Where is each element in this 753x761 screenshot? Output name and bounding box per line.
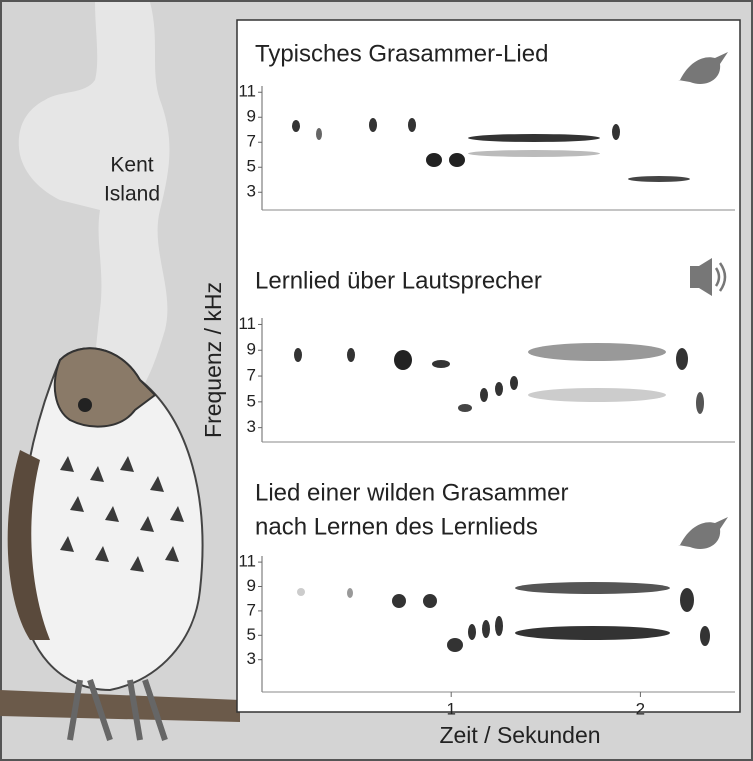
spectrogram-panel bbox=[237, 20, 740, 712]
syllable bbox=[297, 588, 305, 596]
syllable bbox=[696, 392, 704, 414]
syllable bbox=[628, 176, 690, 182]
syllable bbox=[515, 626, 670, 640]
syllable bbox=[495, 616, 503, 636]
map-label: Island bbox=[104, 183, 160, 206]
syllable bbox=[676, 348, 688, 370]
y-tick-label: 9 bbox=[247, 107, 256, 126]
syllable bbox=[468, 150, 600, 157]
x-tick-label: 2 bbox=[636, 699, 645, 718]
y-axis-label: Frequenz / kHz bbox=[200, 282, 226, 438]
syllable bbox=[394, 350, 412, 370]
y-tick-label: 7 bbox=[247, 366, 256, 385]
panel-title: nach Lernen des Lernlieds bbox=[255, 513, 538, 540]
syllable bbox=[292, 120, 300, 132]
syllable bbox=[458, 404, 472, 412]
syllable bbox=[528, 388, 666, 402]
panel-title: Lernlied über Lautsprecher bbox=[255, 267, 542, 294]
syllable bbox=[426, 153, 442, 167]
x-axis-label: Zeit / Sekunden bbox=[439, 722, 600, 748]
syllable bbox=[408, 118, 416, 132]
y-tick-label: 3 bbox=[247, 182, 256, 201]
syllable bbox=[612, 124, 620, 140]
y-tick-label: 11 bbox=[238, 82, 256, 101]
map-label: Kent bbox=[110, 154, 153, 177]
y-tick-label: 7 bbox=[247, 132, 256, 151]
syllable bbox=[510, 376, 518, 390]
y-tick-label: 5 bbox=[247, 625, 256, 644]
x-tick-label: 1 bbox=[446, 699, 455, 718]
y-tick-label: 3 bbox=[247, 417, 256, 436]
figure: Kent Island Frequenz / kHz Zeit / Sekund… bbox=[0, 0, 753, 761]
y-tick-label: 7 bbox=[247, 600, 256, 619]
y-tick-label: 11 bbox=[238, 314, 256, 333]
syllable bbox=[468, 134, 600, 142]
syllable bbox=[700, 626, 710, 646]
syllable bbox=[447, 638, 463, 652]
y-tick-label: 3 bbox=[247, 649, 256, 668]
panel-title: Lied einer wilden Grasammer bbox=[255, 479, 568, 506]
syllable bbox=[528, 343, 666, 361]
y-tick-label: 9 bbox=[247, 340, 256, 359]
syllable bbox=[316, 128, 322, 140]
syllable bbox=[423, 594, 437, 608]
syllable bbox=[468, 624, 476, 640]
syllable bbox=[347, 348, 355, 362]
syllable bbox=[680, 588, 694, 612]
syllable bbox=[515, 582, 670, 594]
syllable bbox=[432, 360, 450, 368]
syllable bbox=[294, 348, 302, 362]
syllable bbox=[482, 620, 490, 638]
y-tick-label: 11 bbox=[238, 552, 256, 571]
y-tick-label: 9 bbox=[247, 576, 256, 595]
syllable bbox=[495, 382, 503, 396]
syllable bbox=[392, 594, 406, 608]
syllable bbox=[347, 588, 353, 598]
y-tick-label: 5 bbox=[247, 157, 256, 176]
syllable bbox=[480, 388, 488, 402]
syllable bbox=[449, 153, 465, 167]
panel-title: Typisches Grasammer-Lied bbox=[255, 40, 548, 67]
y-tick-label: 5 bbox=[247, 391, 256, 410]
syllable bbox=[369, 118, 377, 132]
